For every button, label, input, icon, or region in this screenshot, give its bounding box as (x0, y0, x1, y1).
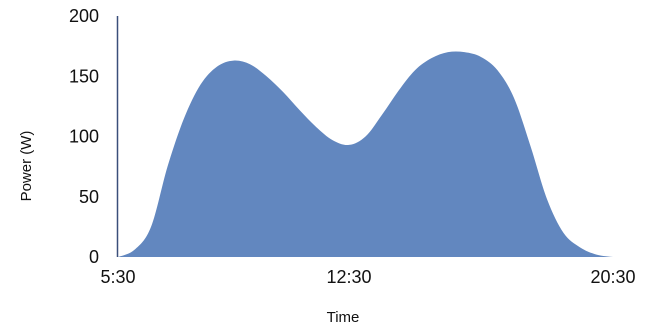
y-tick-labels: 0 50 100 150 200 (69, 6, 99, 267)
y-axis-title: Power (W) (18, 131, 35, 202)
y-tick-label: 150 (69, 66, 99, 86)
x-tick-label: 12:30 (326, 267, 371, 287)
y-tick-label: 200 (69, 6, 99, 26)
plot-area (118, 51, 613, 257)
x-tick-labels: 5:30 12:30 20:30 (100, 267, 635, 287)
x-tick-label: 5:30 (100, 267, 135, 287)
y-tick-label: 100 (69, 127, 99, 147)
series-area-0 (118, 51, 613, 257)
y-tick-label: 50 (79, 187, 99, 207)
x-axis-title: Time (327, 309, 360, 326)
y-tick-label: 0 (89, 247, 99, 267)
x-tick-label: 20:30 (590, 267, 635, 287)
